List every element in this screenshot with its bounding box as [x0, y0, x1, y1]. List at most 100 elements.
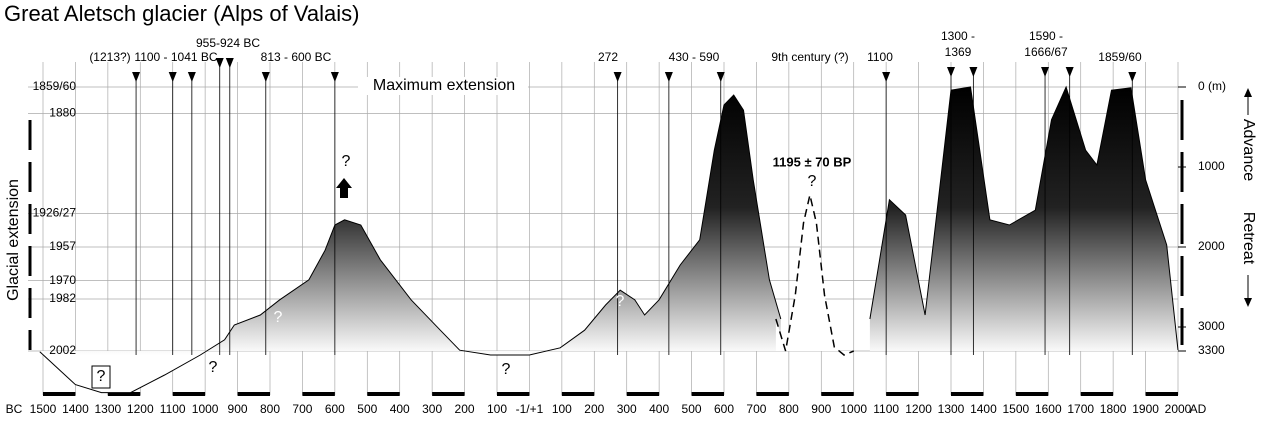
question-mark: ? [616, 293, 625, 310]
x-tick-label: 400 [649, 402, 669, 416]
x-tick-label: 500 [357, 402, 377, 416]
x-tick-label: 200 [455, 402, 475, 416]
axis-bar [1080, 392, 1114, 396]
question-mark: ? [502, 361, 511, 378]
x-tick-label: 400 [390, 402, 410, 416]
question-mark: ? [342, 153, 351, 170]
x-tick-label: -1/+1 [516, 402, 544, 416]
event-arrow [168, 72, 177, 82]
x-tick-label: 800 [260, 402, 280, 416]
question-mark: ? [274, 309, 283, 326]
event-arrow [215, 58, 224, 68]
y2-tick-label: 1926/27 [33, 206, 77, 220]
question-mark: ? [97, 368, 106, 385]
axis-bar [43, 392, 76, 396]
y2-tick-label: 1970 [49, 273, 76, 287]
event-label: 272 [598, 50, 618, 64]
x-tick-label: 1000 [192, 402, 219, 416]
axis-bar [821, 392, 854, 396]
event-arrow [225, 58, 234, 68]
axis-bar [302, 392, 335, 396]
y-tick-label: 2000 [1198, 239, 1225, 253]
x-tick-label: 1000 [840, 402, 867, 416]
arrow-up [336, 178, 352, 198]
x-tick-label: 800 [779, 402, 799, 416]
event-label: 813 - 600 BC [261, 50, 332, 64]
x-tick-label: 1300 [95, 402, 122, 416]
x-tick-label: 1100 [160, 402, 186, 416]
x-tick-label: 1300 [938, 402, 965, 416]
event-label: (1213?) [89, 50, 130, 64]
x-tick-label: 500 [682, 402, 702, 416]
x-tick-label: 1900 [1132, 402, 1159, 416]
y-axis-label: Glacial extension [5, 179, 22, 301]
retreat-label: Retreat [1240, 212, 1257, 265]
y-tick-label: 0 (m) [1198, 79, 1226, 93]
y2-tick-label: 1880 [49, 106, 76, 120]
event-arrow [969, 67, 978, 77]
event-label: 1100 - 1041 BC [134, 50, 218, 64]
event-label: 1300 - [941, 29, 975, 43]
event-arrow [1065, 67, 1074, 77]
axis-bar [626, 392, 660, 396]
axis-bar [107, 392, 141, 396]
axis-bar [886, 392, 919, 396]
x-tick-label: 1500 [1003, 402, 1030, 416]
date-label: 1195 ± 70 BP [773, 154, 852, 169]
axis-bar [1015, 392, 1049, 396]
event-arrow [716, 72, 725, 82]
y-tick-label: 3000 [1198, 319, 1225, 333]
glacier-outline [39, 94, 782, 394]
question-box [91, 365, 111, 389]
uncertain-area [775, 195, 854, 355]
x-tick-label: 100 [552, 402, 572, 416]
event-arrow [1041, 67, 1050, 77]
x-tick-label: 300 [422, 402, 442, 416]
x-tick-label: 1200 [905, 402, 932, 416]
event-arrow [613, 72, 622, 82]
y2-tick-label: 1957 [49, 239, 76, 253]
event-arrow [330, 72, 339, 82]
axis-bar [561, 392, 595, 396]
question-mark: ? [209, 359, 218, 376]
x-tick-label: 1500 [30, 402, 57, 416]
event-arrow [882, 72, 891, 82]
event-arrow [1128, 72, 1137, 82]
event-label: 430 - 590 [669, 50, 720, 64]
uncertain-outline [775, 194, 854, 356]
bc-label: BC [6, 402, 23, 416]
x-tick-label: 900 [811, 402, 831, 416]
y-tick-label: 3300 [1198, 343, 1225, 357]
retreat-arrowhead [1244, 298, 1252, 307]
axis-bar [951, 392, 984, 396]
axis-bar [237, 392, 270, 396]
y-tick-label: 1000 [1198, 159, 1225, 173]
axis-bar [1145, 392, 1178, 396]
glacier-area [869, 87, 1178, 351]
advance-arrowhead [1244, 88, 1252, 97]
event-arrow [187, 72, 196, 82]
event-label: 955-924 BC [196, 36, 260, 50]
axis-bar [432, 392, 465, 396]
y2-tick-label: 2002 [49, 343, 76, 357]
event-label: 1590 - [1029, 29, 1063, 43]
x-tick-label: 200 [584, 402, 604, 416]
axis-bar [172, 392, 206, 396]
max-label: Maximum extension [373, 77, 515, 94]
event-arrow [947, 67, 955, 77]
event-label: 9th century (?) [771, 50, 848, 64]
question-mark: ? [808, 173, 817, 190]
x-tick-label: 1800 [1100, 402, 1127, 416]
x-tick-label: 100 [487, 402, 507, 416]
event-label: 1666/67 [1024, 45, 1068, 59]
y2-tick-label: 1859/60 [33, 79, 77, 93]
x-tick-label: 300 [617, 402, 637, 416]
event-label: 1859/60 [1098, 50, 1142, 64]
x-tick-label: 1600 [1035, 402, 1062, 416]
axis-bar [497, 392, 530, 396]
x-tick-label: 600 [325, 402, 345, 416]
x-tick-label: 1200 [127, 402, 154, 416]
chart-title: Great Aletsch glacier (Alps of Valais) [4, 1, 359, 26]
x-tick-label: 1400 [62, 402, 89, 416]
